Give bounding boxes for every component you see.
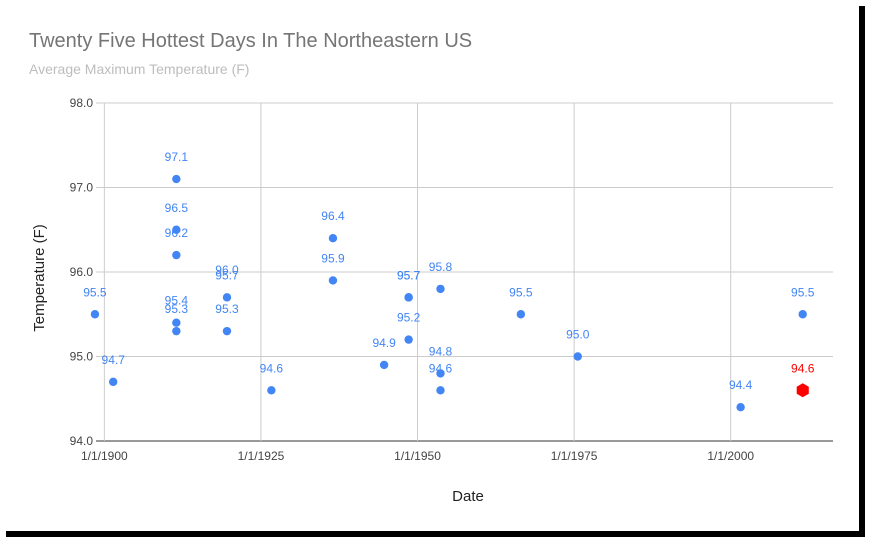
y-tick-label: 98.0	[70, 96, 94, 110]
data-labels: 95.594.797.196.596.295.495.395.795.396.0…	[83, 150, 814, 392]
data-label: 95.5	[83, 285, 107, 299]
y-tick-label: 94.0	[70, 434, 94, 448]
x-tick-label: 1/1/1950	[394, 449, 441, 463]
data-label: 96.4	[321, 209, 345, 223]
data-label: 95.4	[165, 294, 189, 308]
highlight-point	[796, 383, 809, 398]
data-label: 95.3	[215, 302, 239, 316]
data-points	[90, 174, 809, 412]
data-point	[516, 310, 526, 319]
grid-lines	[96, 102, 833, 442]
x-tick-label: 1/1/1900	[81, 449, 128, 463]
x-axis-title: Date	[452, 488, 484, 505]
data-label: 94.6	[260, 361, 284, 375]
chart-title: Twenty Five Hottest Days In The Northeas…	[29, 30, 473, 52]
data-point	[573, 352, 582, 361]
data-label: 95.7	[397, 268, 421, 282]
data-point	[328, 234, 338, 243]
data-point	[436, 386, 445, 395]
data-label: 94.4	[729, 378, 753, 392]
x-tick-label: 1/1/1975	[551, 449, 598, 463]
data-label: 95.0	[566, 328, 590, 342]
data-point	[172, 318, 181, 327]
chart-subtitle: Average Maximum Temperature (F)	[29, 61, 250, 77]
data-label: 94.6	[429, 361, 453, 375]
data-point	[90, 310, 100, 319]
data-point	[379, 360, 389, 370]
axis-ticks: 94.0 95.0 96.0 97.0 98.0 1/1/1900 1/1/1925 1/1/…	[70, 96, 755, 463]
y-tick-label: 97.0	[70, 181, 94, 195]
data-label: 95.2	[397, 311, 421, 325]
data-label: 95.9	[321, 251, 345, 265]
data-point	[798, 310, 807, 319]
data-point	[404, 293, 413, 302]
data-label: 94.7	[102, 353, 126, 367]
x-tick-label: 1/1/2000	[707, 449, 754, 463]
data-label: 95.5	[791, 285, 815, 299]
x-tick-label: 1/1/1925	[238, 449, 285, 463]
data-label: 95.7	[397, 268, 421, 282]
data-label: 95.8	[429, 260, 453, 274]
data-label: 95.7	[215, 268, 239, 282]
data-point	[328, 276, 338, 285]
data-point	[222, 326, 232, 336]
data-label: 97.1	[165, 150, 189, 164]
data-label: 96.5	[165, 201, 189, 215]
data-point	[172, 225, 181, 234]
data-point	[172, 174, 181, 184]
data-point	[436, 284, 445, 294]
data-label: 94.9	[372, 336, 396, 350]
data-label: 94.6	[791, 361, 815, 375]
data-point	[404, 335, 413, 344]
chart-frame: Twenty Five Hottest Days In The Northeas…	[29, 30, 473, 77]
data-label: 96.0	[215, 263, 239, 277]
y-axis-title: Temperature (F)	[31, 224, 48, 332]
data-point	[736, 403, 745, 412]
data-label: 96.2	[165, 226, 189, 240]
data-label: 95.5	[509, 285, 533, 299]
data-point	[109, 377, 118, 387]
data-point	[267, 386, 276, 395]
data-point	[172, 326, 181, 336]
data-point	[436, 369, 445, 378]
data-label: 94.8	[429, 344, 453, 358]
y-tick-label: 96.0	[70, 265, 94, 279]
data-point	[222, 293, 232, 302]
y-tick-label: 95.0	[70, 350, 94, 364]
data-point	[172, 250, 181, 260]
data-label: 95.3	[165, 302, 189, 316]
